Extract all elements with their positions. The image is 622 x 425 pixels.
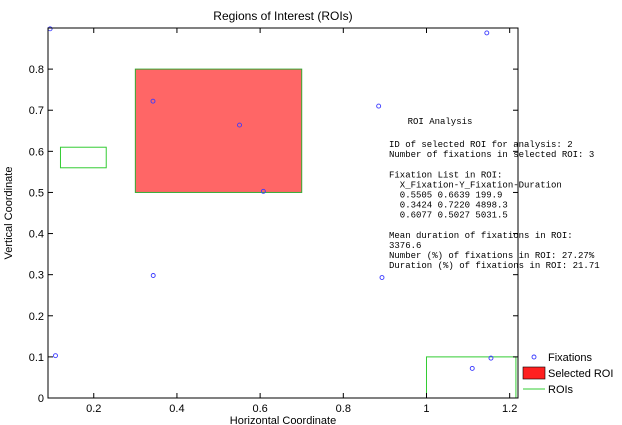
annotation-line: 0.5505 0.6639 199.9: [389, 191, 502, 201]
x-tick-label: 1.2: [502, 403, 517, 415]
annotation-line: X_Fixation-Y_Fixation-Duration: [389, 180, 562, 190]
fixation-point: [47, 26, 53, 32]
legend-label: Fixations: [548, 352, 593, 364]
annotation-line: Mean duration of fixations in ROI:: [389, 231, 573, 241]
roi-analysis-annotation: ROI Analysis ID of selected ROI for analy…: [389, 117, 600, 271]
annotation-title: ROI Analysis: [408, 117, 473, 127]
x-tick-label: 0.8: [336, 403, 351, 415]
x-tick-label: 0.4: [169, 403, 184, 415]
annotation-line: Fixation List in ROI:: [389, 170, 502, 180]
rois-layer: [59, 68, 517, 399]
x-tick-label: 0.2: [86, 403, 101, 415]
y-tick-label: 0.4: [29, 229, 44, 241]
fixation-point: [53, 353, 58, 359]
legend: Fixations Selected ROI ROIs: [520, 348, 618, 396]
legend-fixation-marker: [531, 354, 537, 360]
fixation-point: [376, 103, 382, 109]
annotation-line: Duration (%) of fixations in ROI: 21.71: [389, 261, 600, 271]
roi-rect-2: [425, 356, 517, 399]
y-axis-label: Vertical Coordinate: [3, 167, 15, 260]
y-tick-label: 0.1: [29, 352, 44, 364]
y-tick-label: 0.7: [29, 105, 44, 117]
annotation-line: ID of selected ROI for analysis: 2: [389, 140, 573, 150]
fixation-point: [260, 188, 266, 194]
y-tick-label: 0.3: [29, 270, 44, 282]
fixations-layer: [47, 26, 494, 371]
legend-selected-roi-swatch: [522, 366, 546, 380]
y-tick-label: 0.8: [29, 64, 44, 76]
x-tick-label: 1: [423, 403, 429, 415]
fixation-point: [488, 355, 494, 361]
annotation-line: Number (%) of fixations in ROI: 27.27%: [389, 251, 595, 261]
fixation-point: [484, 30, 490, 36]
fixation-point: [150, 98, 156, 104]
fixation-point: [469, 365, 475, 371]
annotation-line: Number of fixations in selected ROI: 3: [389, 150, 594, 160]
fixation-point: [237, 122, 242, 128]
fixation-point: [150, 273, 156, 278]
legend-label: Selected ROI: [548, 368, 613, 380]
roi-rect-1: [59, 146, 107, 169]
x-axis-label: Horizontal Coordinate: [230, 415, 336, 425]
y-tick-label: 0.2: [29, 311, 44, 323]
annotation-line: 0.3424 0.7220 4898.3: [389, 201, 508, 211]
axes-layer: 0.2 0.4 0.6 0.8 1 1.2 0 0.1 0.2 0.3 0.4 0.5 0.6 0.7 0.…: [29, 27, 519, 415]
selected-roi-rect: [134, 68, 303, 193]
y-tick-label: 0.6: [29, 146, 44, 158]
fixation-point: [379, 275, 385, 280]
chart-title: Regions of Interest (ROIs): [213, 9, 352, 23]
x-tick-label: 0.6: [252, 403, 267, 415]
y-tick-label: 0.5: [29, 187, 44, 199]
plot-frame: [47, 27, 519, 399]
annotation-line: 3376.6: [389, 241, 421, 251]
annotation-line: 0.6077 0.5027 5031.5: [389, 211, 508, 221]
legend-label: ROIs: [548, 384, 574, 396]
y-tick-label: 0: [38, 393, 44, 405]
